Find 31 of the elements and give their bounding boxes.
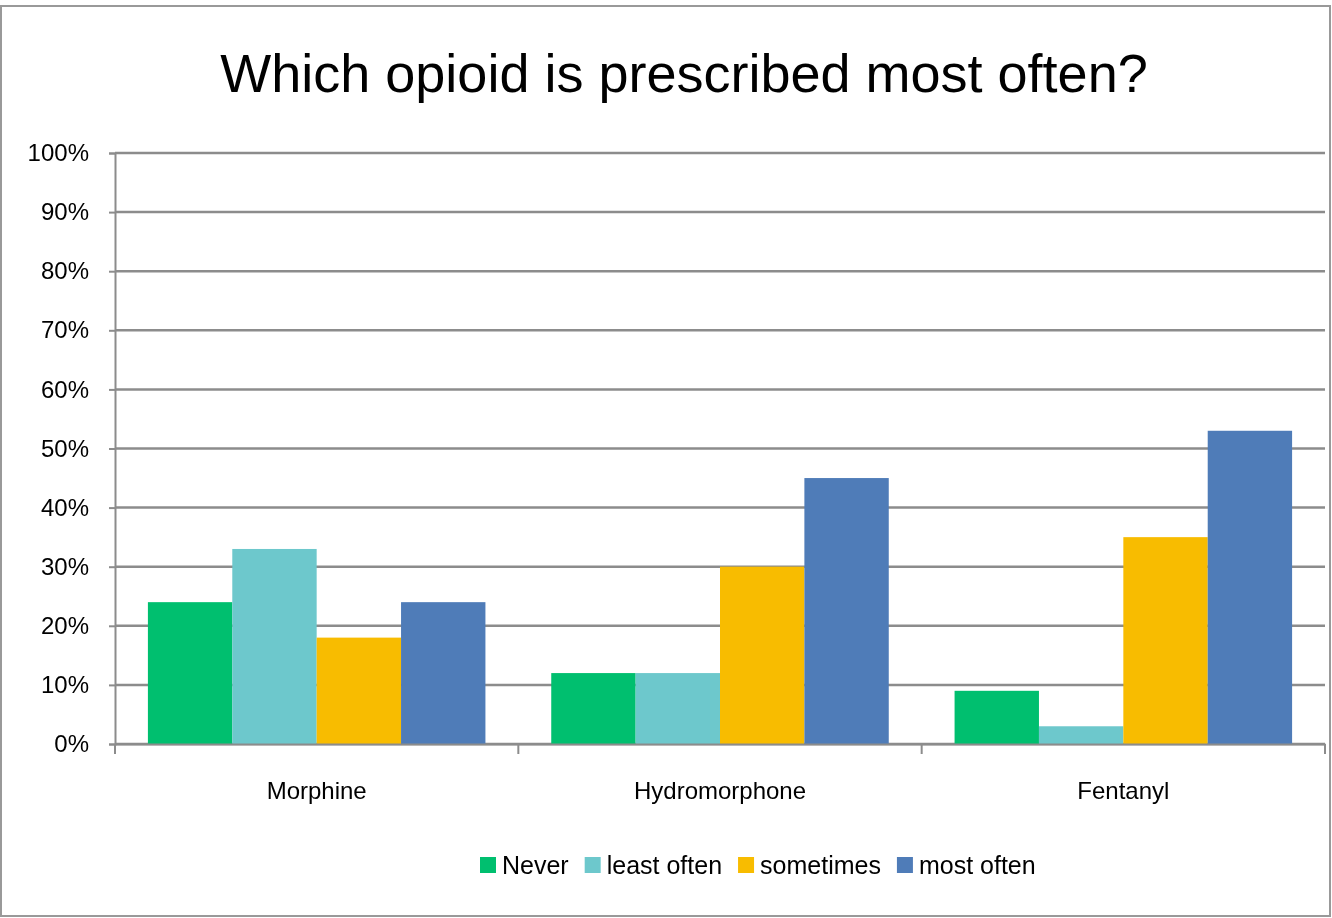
legend-label: sometimes bbox=[760, 851, 881, 879]
bar bbox=[954, 690, 1039, 744]
chart-title: Which opioid is prescribed most often? bbox=[220, 43, 1148, 103]
x-tick-label: Fentanyl bbox=[1077, 777, 1170, 805]
legend-label: Never bbox=[502, 851, 569, 879]
y-tick-label: 40% bbox=[40, 493, 89, 521]
bar bbox=[1038, 726, 1124, 744]
bar bbox=[551, 673, 636, 744]
x-tick-label: Hydromorphone bbox=[633, 777, 807, 805]
bar bbox=[635, 673, 720, 744]
bar bbox=[232, 548, 317, 744]
y-tick-label: 20% bbox=[40, 611, 89, 639]
y-tick-label: 30% bbox=[40, 552, 89, 580]
y-tick-label: 50% bbox=[40, 434, 89, 462]
bar bbox=[1207, 430, 1293, 744]
y-tick-label: 60% bbox=[40, 375, 89, 403]
x-tick-label: Morphine bbox=[266, 777, 367, 805]
y-tick-label: 100% bbox=[27, 139, 89, 167]
y-tick-label: 80% bbox=[40, 257, 89, 285]
bar bbox=[1123, 537, 1208, 744]
y-tick-label: 70% bbox=[40, 316, 89, 344]
legend-label: most often bbox=[918, 851, 1036, 879]
legend-label: least often bbox=[606, 851, 723, 879]
bar bbox=[316, 637, 402, 744]
bar bbox=[720, 566, 805, 744]
bar bbox=[804, 478, 889, 744]
y-tick-label: 10% bbox=[40, 671, 89, 699]
bar bbox=[147, 602, 233, 744]
y-tick-label: 0% bbox=[54, 730, 89, 758]
y-tick-label: 90% bbox=[40, 198, 89, 226]
bar bbox=[401, 602, 486, 744]
